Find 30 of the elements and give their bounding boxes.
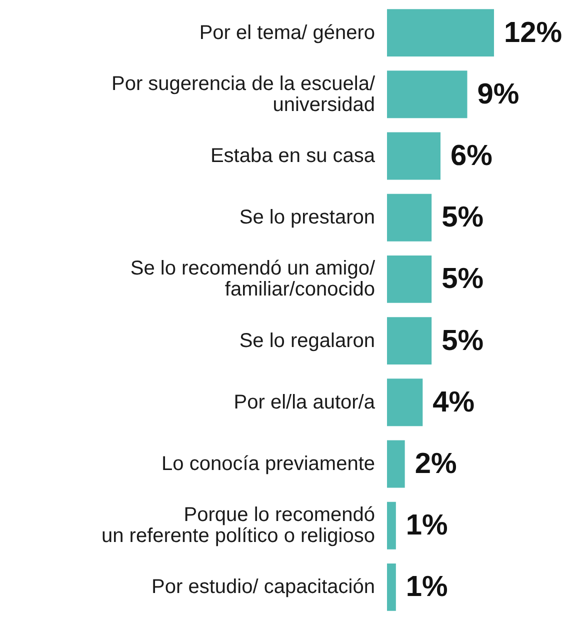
y-tick-label: Estaba en su casa [210,145,376,167]
bar [387,70,468,118]
y-tick-label: Se lo regalaron [239,330,375,352]
data-label: 1% [406,571,448,604]
bar [387,9,494,57]
y-tick-label: Por estudio/ capacitación [152,576,375,598]
data-label: 4% [432,386,475,418]
data-label: 9% [477,78,520,110]
data-label: 12% [504,16,562,49]
y-tick-label: Porque lo recomendó un referente político o religioso [102,504,375,548]
y-tick-label: Por sugerencia de la escuela/ universidad [112,72,376,116]
y-tick-label: Por el tema/ género [199,22,375,44]
data-label: 5% [442,263,484,296]
data-label: 5% [442,324,484,357]
y-tick-label: Lo conocía previamente [162,453,375,475]
data-label: 2% [414,448,457,480]
bar [387,194,432,242]
bar [387,255,432,303]
data-label: 5% [442,202,484,234]
bar [387,132,440,180]
data-label: 6% [450,140,493,172]
bar [387,502,396,550]
y-tick-label: Por el/la autor/a [234,391,376,414]
y-tick-label: Se lo prestaron [239,206,375,229]
y-tick-label: Se lo recomendó un amigo/ familiar/conocido [130,258,376,301]
bar [387,317,432,365]
data-label: 1% [406,510,448,542]
bar [387,440,405,488]
bar [387,563,396,611]
bar [387,378,423,426]
